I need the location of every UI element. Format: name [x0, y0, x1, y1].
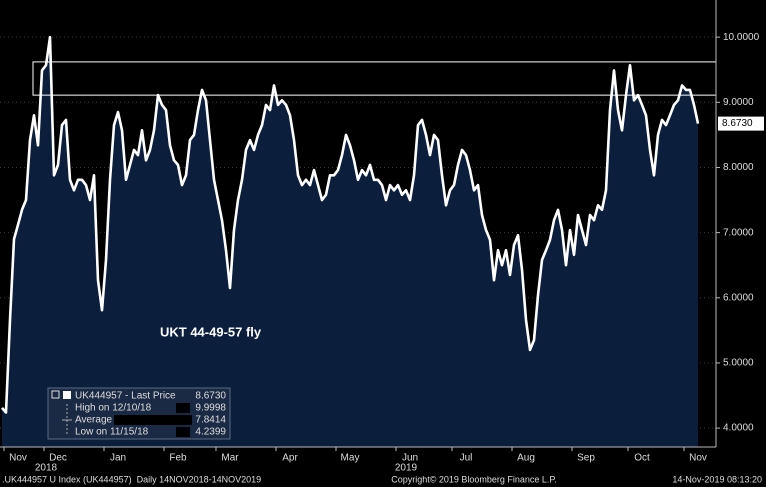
legend-value: 9.9998: [195, 403, 226, 414]
legend-swatch: [63, 391, 71, 399]
legend-value: 7.8414: [195, 415, 226, 426]
x-tick-label: Sep: [577, 453, 595, 464]
line: [1, 35, 700, 414]
y-tick-label: 4.0000: [723, 423, 754, 434]
legend-label: Average: [75, 415, 113, 426]
y-tick-label: 10.0000: [723, 32, 760, 43]
x-tick-label: Dec: [49, 453, 67, 464]
area: [2, 37, 698, 447]
axes: 4.0000 5.0000 6.0000 7.0000 8.0000 9.0000 10.0…: [3, 32, 764, 474]
legend-value: 4.2399: [195, 427, 226, 438]
legend-toggle: [51, 390, 60, 399]
x-tick-label: Mar: [221, 453, 239, 464]
legend-label: Low on 11/15/18: [75, 427, 149, 438]
legend: UK444957 - Last Price 8.6730 High on 12/…: [47, 387, 231, 440]
x-tick-label: Nov: [689, 453, 707, 464]
y-tick-label: 9.0000: [723, 97, 754, 108]
x-tick-label: Feb: [169, 453, 187, 464]
redaction: [176, 403, 190, 413]
x-year-label: 2018: [35, 463, 58, 474]
legend-label: High on 12/10/18: [75, 403, 152, 414]
redaction: [114, 415, 192, 425]
x-tick-label: Jul: [460, 453, 473, 464]
last-price-tag: [718, 116, 764, 131]
x-tick-label: Jan: [110, 453, 126, 464]
y-tick-label: 5.0000: [723, 358, 754, 369]
footer-left: .UK444957 U Index (UK444957) Daily 14NOV…: [2, 474, 261, 484]
legend-label: UK444957 - Last Price: [75, 391, 176, 402]
x-tick-label: May: [341, 453, 360, 464]
x-year-label: 2019: [395, 463, 418, 474]
annotation: UKT 44-49-57 fly: [160, 324, 262, 339]
x-tick-label: Jun: [402, 453, 418, 464]
y-tick-label: 6.0000: [723, 292, 754, 303]
x-tick-label: Oct: [634, 453, 650, 464]
y-tick-label: 7.0000: [723, 227, 754, 238]
x-tick-label: Apr: [282, 453, 298, 464]
footer-center: Copyright© 2019 Bloomberg Finance L.P.: [391, 474, 557, 484]
legend-box: [47, 387, 231, 440]
legend-value: 8.6730: [195, 391, 226, 402]
x-tick-label: Aug: [517, 453, 535, 464]
y-tick-label: 8.0000: [723, 162, 754, 173]
redaction: [176, 427, 190, 437]
footer-right: 14-Nov-2019 08:13:20: [672, 474, 762, 484]
last-price-label: 8.6730: [722, 118, 753, 129]
x-tick-label: Nov: [9, 453, 27, 464]
